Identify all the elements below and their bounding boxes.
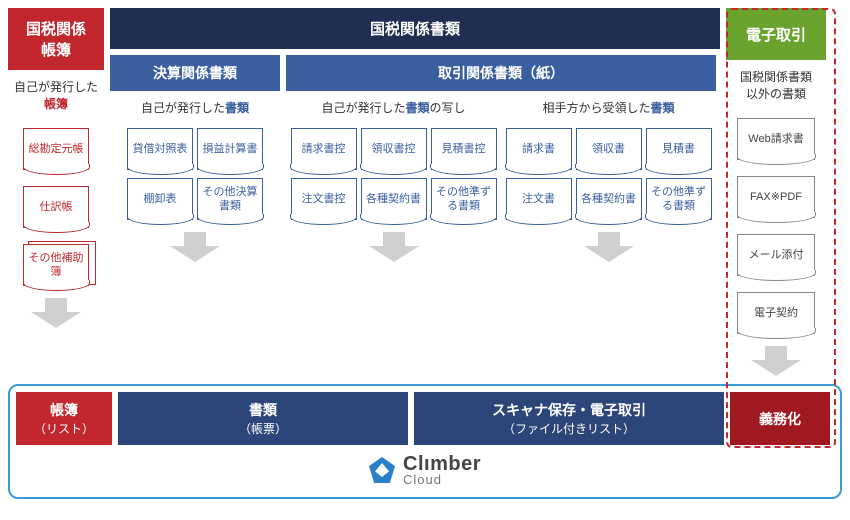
doc-item: その他準ずる書類 — [431, 178, 497, 220]
closing-header: 決算関係書類 — [110, 55, 280, 91]
center-column: 国税関係書類 決算関係書類 自己が発行した書類 貸借対照表 損益計算書 棚卸表 … — [110, 8, 720, 380]
doc-item: 損益計算書 — [197, 128, 263, 170]
paper-self-sublabel: 自己が発行した書類の写し — [319, 91, 467, 124]
electronic-column: 電子取引 国税関係書類 以外の書類 Web請求書 FAX※PDF メール添付 電… — [726, 8, 826, 380]
doc-item: 注文書控 — [291, 178, 357, 220]
doc-item: その他補助簿 — [23, 244, 89, 286]
electronic-sublabel: 国税関係書類 以外の書類 — [738, 60, 814, 110]
top-row: 国税関係 帳簿 自己が発行した 帳簿 総勘定元帳 仕訳帳 その他補助簿 国税関係… — [8, 8, 842, 380]
paper-column: 取引関係書類（紙） 自己が発行した書類の写し 請求書控 領収書控 見積書控 — [286, 49, 716, 266]
doc-item: 各種契約書 — [576, 178, 642, 220]
ledger-header: 国税関係 帳簿 — [8, 8, 104, 70]
doc-item: 請求書 — [506, 128, 572, 170]
bottom-mandatory: 義務化 — [730, 392, 830, 445]
doc-item: 見積書 — [646, 128, 712, 170]
paper-recv-column: 相手方から受領した書類 請求書 領収書 見積書 注文書 各種契約書 その他準ずる… — [501, 91, 716, 266]
doc-item: 領収書 — [576, 128, 642, 170]
paper-recv-sublabel: 相手方から受領した書類 — [540, 91, 676, 124]
electronic-header: 電子取引 — [726, 8, 826, 60]
doc-item: 領収書控 — [361, 128, 427, 170]
ledger-sublabel: 自己が発行した 帳簿 — [12, 70, 100, 120]
doc-item: FAX※PDF — [737, 176, 815, 218]
arrow-icon — [369, 232, 419, 262]
doc-item: 請求書控 — [291, 128, 357, 170]
bottom-ledger: 帳簿 （リスト） — [16, 392, 112, 445]
logo: Clımber Cloud — [16, 453, 834, 487]
arrow-icon — [170, 232, 220, 262]
closing-column: 決算関係書類 自己が発行した書類 貸借対照表 損益計算書 棚卸表 その他決算書類 — [110, 49, 280, 266]
arrow-icon — [31, 298, 81, 328]
logo-text: Clımber Cloud — [403, 453, 481, 487]
doc-item: 総勘定元帳 — [23, 128, 89, 170]
arrow-icon — [751, 346, 801, 376]
paper-recv-docs: 請求書 領収書 見積書 注文書 各種契約書 その他準ずる書類 — [501, 124, 716, 224]
doc-item: 注文書 — [506, 178, 572, 220]
center-header: 国税関係書類 — [110, 8, 720, 49]
doc-item: 見積書控 — [431, 128, 497, 170]
arrow-icon — [584, 232, 634, 262]
electronic-docs: Web請求書 FAX※PDF メール添付 電子契約 — [735, 110, 817, 338]
doc-item: その他決算書類 — [197, 178, 263, 220]
bottom-container: 帳簿 （リスト） 書類 （帳票） スキャナ保存・電子取引 （ファイル付きリスト）… — [8, 384, 842, 499]
doc-item: 電子契約 — [737, 292, 815, 334]
paper-header: 取引関係書類（紙） — [286, 55, 716, 91]
doc-item: その他準ずる書類 — [646, 178, 712, 220]
closing-docs: 貸借対照表 損益計算書 棚卸表 その他決算書類 — [110, 124, 280, 224]
paper-self-docs: 請求書控 領収書控 見積書控 注文書控 各種契約書 その他準ずる書類 — [286, 124, 501, 224]
doc-item: 棚卸表 — [127, 178, 193, 220]
doc-item: Web請求書 — [737, 118, 815, 160]
closing-sublabel: 自己が発行した書類 — [139, 91, 251, 124]
bottom-forms: 書類 （帳票） — [118, 392, 408, 445]
paper-self-column: 自己が発行した書類の写し 請求書控 領収書控 見積書控 注文書控 各種契約書 そ… — [286, 91, 501, 266]
logo-icon — [369, 457, 395, 483]
doc-item: メール添付 — [737, 234, 815, 276]
doc-item: 貸借対照表 — [127, 128, 193, 170]
bottom-scan: スキャナ保存・電子取引 （ファイル付きリスト） — [414, 392, 724, 445]
ledger-header-l2: 帳簿 — [41, 42, 71, 59]
ledger-docs: 総勘定元帳 仕訳帳 その他補助簿 — [21, 120, 91, 290]
doc-item: 仕訳帳 — [23, 186, 89, 228]
ledger-header-l1: 国税関係 — [26, 21, 86, 38]
ledger-column: 国税関係 帳簿 自己が発行した 帳簿 総勘定元帳 仕訳帳 その他補助簿 — [8, 8, 104, 380]
bottom-row: 帳簿 （リスト） 書類 （帳票） スキャナ保存・電子取引 （ファイル付きリスト）… — [16, 392, 834, 445]
doc-item: 各種契約書 — [361, 178, 427, 220]
